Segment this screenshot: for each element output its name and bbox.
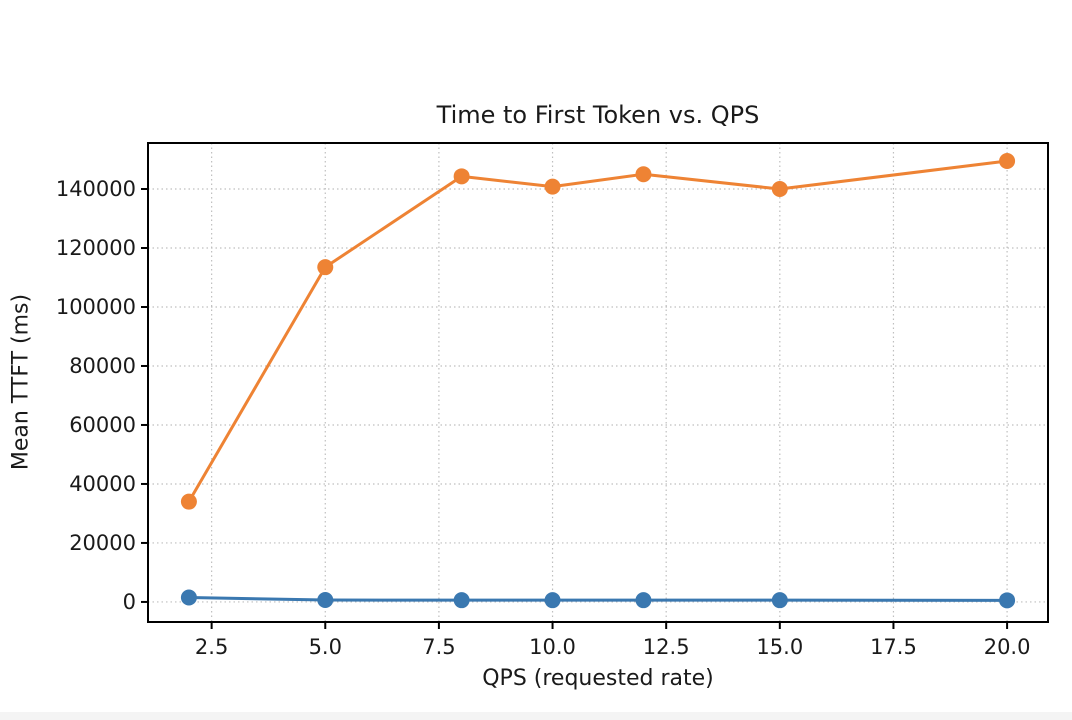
x-tick-label: 2.5 xyxy=(195,635,228,659)
x-tick-label: 10.0 xyxy=(529,635,576,659)
orange-series-marker xyxy=(180,493,197,510)
y-tick-label: 140000 xyxy=(56,177,136,201)
y-tick-label: 60000 xyxy=(69,413,136,437)
y-tick-label: 20000 xyxy=(69,531,136,555)
blue-series-marker xyxy=(544,592,561,609)
blue-series-line xyxy=(187,596,1009,602)
blue-series-marker xyxy=(771,592,788,609)
orange-series-marker xyxy=(999,152,1016,169)
blue-series-marker xyxy=(317,592,334,609)
y-tick-label: 80000 xyxy=(69,354,136,378)
chart-title: Time to First Token vs. QPS xyxy=(436,101,760,129)
x-tick-label: 5.0 xyxy=(309,635,342,659)
x-tick-label: 12.5 xyxy=(643,635,690,659)
y-tick-label: 0 xyxy=(123,590,136,614)
orange-series-marker xyxy=(771,181,788,198)
blue-series-marker xyxy=(999,592,1016,609)
blue-series-marker xyxy=(180,589,197,606)
orange-series-marker xyxy=(453,168,470,185)
x-tick-label: 20.0 xyxy=(984,635,1031,659)
x-tick-label: 17.5 xyxy=(870,635,917,659)
orange-series-marker xyxy=(317,259,334,276)
orange-series-marker xyxy=(635,166,652,183)
y-axis-label: Mean TTFT (ms) xyxy=(8,293,34,471)
y-tick-label: 120000 xyxy=(56,236,136,260)
plot-frame xyxy=(147,142,1049,623)
orange-series-line xyxy=(187,159,1009,504)
orange-series-marker xyxy=(544,178,561,195)
blue-series-marker xyxy=(635,592,652,609)
x-tick-label: 15.0 xyxy=(756,635,803,659)
y-tick-label: 40000 xyxy=(69,472,136,496)
x-tick-label: 7.5 xyxy=(422,635,455,659)
status-bar xyxy=(0,712,1072,720)
x-axis-label: QPS (requested rate) xyxy=(482,666,714,691)
blue-series-marker xyxy=(453,592,470,609)
y-tick-label: 100000 xyxy=(56,295,136,319)
